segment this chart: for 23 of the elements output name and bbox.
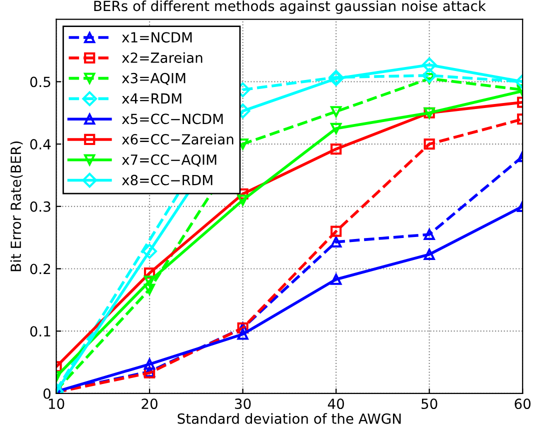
- legend-label: x5=CC−NCDM: [122, 114, 223, 124]
- x-axis-title: Standard deviation of the AWGN: [178, 413, 401, 424]
- legend-label: x7=CC−AQIM: [122, 154, 216, 167]
- x-tick-label: 50: [422, 398, 438, 410]
- legend-label: x6=CC−Zareian: [122, 134, 234, 145]
- x-tick-label: 40: [328, 398, 344, 410]
- x-tick-label: 60: [514, 398, 531, 410]
- y-tick-label: 0.5: [30, 76, 50, 88]
- y-tick-label: 0.4: [30, 139, 51, 150]
- legend-label: x8=CC−RDM: [122, 174, 212, 186]
- legend-label: x3=AQIM: [122, 72, 186, 85]
- y-tick-label: 0.1: [30, 326, 50, 337]
- y-axis-title: Bit Error Rate(BER): [10, 142, 23, 272]
- y-tick-label: 0.2: [30, 264, 50, 274]
- x-tick-label: 20: [142, 398, 158, 410]
- y-tick-label: 0.3: [30, 201, 50, 212]
- x-tick-label: 10: [48, 398, 64, 410]
- y-tick-label: 0: [44, 388, 50, 399]
- legend-label: x1=NCDM: [122, 32, 192, 43]
- x-tick-label: 30: [235, 398, 251, 410]
- legend-label: x4=RDM: [122, 93, 182, 104]
- chart-title: BERs of different methods against gaussian noise attack: [94, 0, 486, 14]
- legend-label: x2=Zareian: [122, 52, 202, 63]
